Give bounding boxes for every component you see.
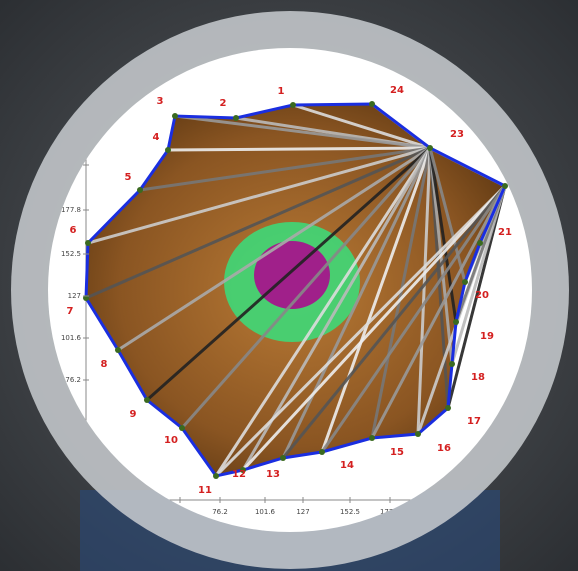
y-tick-label: 152.5: [61, 250, 81, 258]
vertex: [462, 279, 468, 285]
plot: 1234567891011121314151617181920212324217…: [61, 85, 512, 516]
y-tick-label: 76.2: [65, 376, 81, 384]
vertex: [319, 449, 325, 455]
vertex-label: 17: [467, 416, 481, 427]
vertex: [477, 240, 483, 246]
vertex: [179, 425, 185, 431]
vertex-label: 1: [278, 86, 285, 97]
ray: [320, 185, 507, 453]
vertex-label: 7: [67, 306, 74, 317]
x-tick-label: 127: [296, 508, 309, 516]
ray: [117, 146, 431, 352]
vertex-label: 19: [480, 331, 494, 342]
ray: [180, 147, 432, 429]
ray: [214, 184, 507, 478]
vertex: [449, 361, 455, 367]
vertex-label: 18: [471, 372, 485, 383]
ray: [241, 184, 507, 472]
vertex-label: 10: [164, 435, 178, 446]
ray: [320, 147, 432, 453]
y-tick-label: 101.6: [61, 334, 82, 342]
ray: [370, 185, 507, 439]
ray: [416, 147, 432, 435]
vertex: [213, 473, 219, 479]
vertex: [427, 145, 433, 151]
vertex: [172, 113, 178, 119]
ray: [146, 146, 431, 402]
vertex-label: 20: [475, 290, 489, 301]
vertex-label: 5: [125, 172, 132, 183]
vertex-label: 14: [340, 460, 354, 471]
vertex-label: 16: [437, 443, 451, 454]
ray: [174, 114, 431, 150]
vertex-label: 12: [232, 469, 246, 480]
vertex: [502, 183, 508, 189]
vertex-label: 23: [450, 129, 464, 140]
purple-zone: [254, 241, 330, 309]
ray: [428, 147, 458, 323]
x-tick-label: 101.6: [255, 508, 276, 516]
ray: [167, 146, 431, 152]
vertex: [115, 347, 121, 353]
y-tick-label: 177.8: [61, 206, 81, 214]
ray: [281, 147, 432, 459]
ray: [85, 146, 431, 300]
vertex: [290, 102, 296, 108]
vertex: [137, 187, 143, 193]
x-tick-label: 76.2: [212, 508, 228, 516]
vertex-label: 24: [390, 85, 404, 96]
vertex: [369, 101, 375, 107]
vertex-label: 11: [198, 485, 212, 496]
ray: [214, 147, 432, 477]
vertex-label: 2: [220, 98, 227, 109]
vertex-label: 3: [157, 96, 164, 107]
vertex: [453, 319, 459, 325]
ray: [370, 147, 432, 439]
vertex: [369, 435, 375, 441]
ray: [428, 147, 467, 283]
ray: [450, 185, 507, 365]
vertex-label: 9: [130, 409, 137, 420]
vertex-label: 8: [101, 359, 108, 370]
y-tick-label: 127: [68, 292, 81, 300]
vertex: [240, 467, 246, 473]
vertex: [233, 115, 239, 121]
vertex: [445, 405, 451, 411]
vertex-label: 21: [498, 227, 512, 238]
vertex: [415, 431, 421, 437]
vertex: [280, 455, 286, 461]
vertex: [85, 240, 91, 246]
vertex-label: 6: [70, 225, 77, 236]
ray: [281, 185, 507, 459]
vertex: [165, 147, 171, 153]
ray: [292, 103, 431, 150]
ray: [87, 146, 431, 245]
x-tick-label: 152.5: [340, 508, 360, 516]
vertex-label: 13: [266, 469, 280, 480]
vertex-label: 4: [153, 132, 160, 143]
vertex-label: 15: [390, 447, 404, 458]
vertex: [144, 397, 150, 403]
ray: [139, 146, 431, 192]
